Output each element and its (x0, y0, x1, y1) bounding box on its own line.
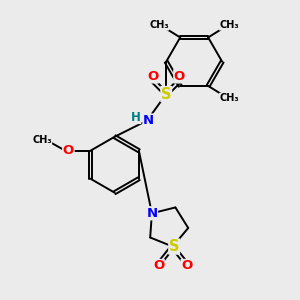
Text: O: O (174, 70, 185, 83)
Text: S: S (169, 239, 179, 254)
Text: O: O (63, 144, 74, 157)
Text: S: S (161, 87, 171, 102)
Text: H: H (131, 110, 141, 124)
Text: N: N (143, 114, 154, 127)
Text: O: O (181, 260, 192, 272)
Text: CH₃: CH₃ (32, 134, 52, 145)
Text: CH₃: CH₃ (220, 20, 239, 30)
Text: CH₃: CH₃ (220, 93, 239, 103)
Text: CH₃: CH₃ (149, 20, 169, 30)
Text: N: N (146, 207, 158, 220)
Text: O: O (147, 70, 159, 83)
Text: O: O (153, 260, 164, 272)
